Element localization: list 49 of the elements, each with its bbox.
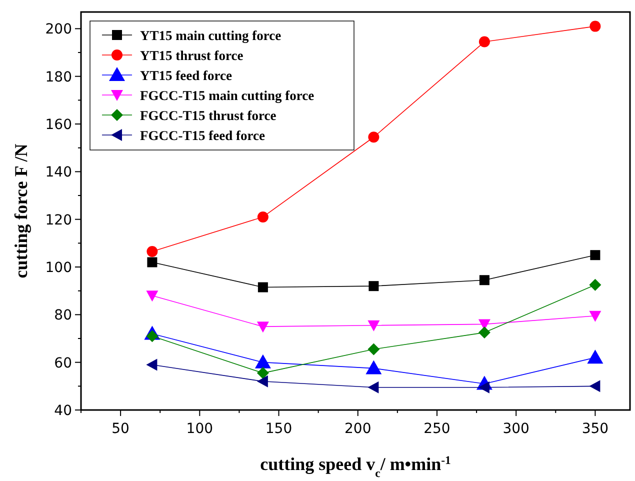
legend-label: FGCC-T15 main cutting force [140,88,314,103]
point [478,36,490,48]
point [146,246,158,258]
y-tick-label: 160 [45,117,72,134]
point [147,257,158,268]
point [368,132,380,143]
point [368,343,380,356]
point [590,250,600,260]
x-tick-label: 350 [582,421,609,437]
point [587,350,604,364]
point [257,211,268,222]
point [590,20,601,32]
point [146,290,158,302]
x-tick-label: 150 [265,421,292,437]
point [258,282,268,292]
x-tick-label: 50 [112,421,130,437]
y-tick-label: 100 [45,260,72,276]
point [256,367,269,380]
y-tick-label: 60 [54,355,72,372]
y-tick-label: 120 [45,212,72,228]
x-axis-title: cutting speed v$_{c}$/ m•min$^{-1}$ [260,454,452,480]
point [256,375,268,388]
point [478,326,490,339]
point [146,358,158,371]
x-tick-label: 200 [344,421,372,437]
legend-label: FGCC-T15 thrust force [140,108,276,123]
y-tick-label: 40 [54,403,72,419]
y-tick-label: 80 [54,308,72,324]
x-tick-label: 100 [186,421,214,437]
y-tick-label: 200 [45,22,72,38]
point [366,360,382,374]
x-tick-label: 250 [424,421,450,437]
legend-label: YT15 feed force [140,68,232,83]
legend-label: FGCC-T15 feed force [140,128,265,143]
point [368,381,379,394]
point [254,354,271,368]
point [368,320,380,332]
legend-label: YT15 thrust force [140,48,244,63]
y-axis-title: cutting force F /N [11,144,31,278]
legend-label: YT15 main cutting force [140,28,282,43]
y-tick-label: 180 [45,69,72,86]
point [589,380,600,392]
y-tick-label: 140 [45,164,72,181]
point [589,310,602,322]
point [368,281,379,292]
point [479,275,490,286]
point [589,278,602,291]
point [256,322,269,333]
x-tick-label: 300 [502,421,530,437]
